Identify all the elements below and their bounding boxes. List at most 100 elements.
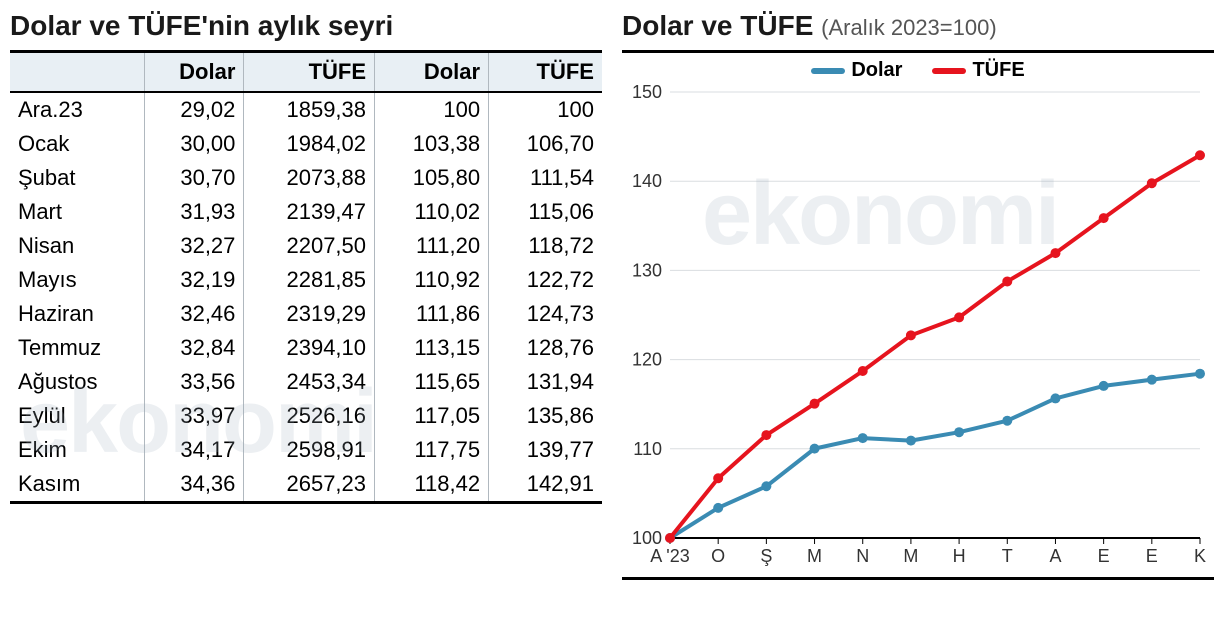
col-header: TÜFE	[244, 52, 375, 93]
table-row: Ara.2329,021859,38100100	[10, 92, 602, 127]
cell-value: 2207,50	[244, 229, 375, 263]
data-point	[858, 433, 868, 443]
legend-label: TÜFE	[972, 59, 1024, 82]
row-label: Mayıs	[10, 263, 145, 297]
data-point	[1002, 416, 1012, 426]
col-header: Dolar	[375, 52, 489, 93]
cell-value: 29,02	[145, 92, 244, 127]
data-point	[954, 427, 964, 437]
table-title: Dolar ve TÜFE'nin aylık seyri	[10, 10, 602, 42]
data-point	[713, 503, 723, 513]
cell-value: 33,97	[145, 399, 244, 433]
data-point	[1050, 393, 1060, 403]
row-label: Eylül	[10, 399, 145, 433]
cell-value: 2139,47	[244, 195, 375, 229]
cell-value: 111,86	[375, 297, 489, 331]
x-tick-label: M	[807, 546, 822, 566]
data-point	[954, 312, 964, 322]
cell-value: 32,19	[145, 263, 244, 297]
cell-value: 32,27	[145, 229, 244, 263]
cell-value: 111,20	[375, 229, 489, 263]
series-line	[670, 374, 1200, 538]
legend-label: Dolar	[851, 59, 902, 82]
x-tick-label: T	[1002, 546, 1013, 566]
chart-svg: 100110120130140150A '23OŞMNMHTAEEK	[622, 82, 1214, 572]
table-row: Şubat30,702073,88105,80111,54	[10, 161, 602, 195]
row-label: Ekim	[10, 433, 145, 467]
legend-swatch	[932, 68, 966, 74]
data-point	[1050, 248, 1060, 258]
chart-legend: Dolar TÜFE	[622, 53, 1214, 82]
data-point	[1195, 369, 1205, 379]
table-row: Ocak30,001984,02103,38106,70	[10, 127, 602, 161]
data-point	[1099, 381, 1109, 391]
cell-value: 32,46	[145, 297, 244, 331]
row-label: Kasım	[10, 467, 145, 503]
x-tick-label: H	[953, 546, 966, 566]
x-tick-label: Ş	[760, 546, 772, 566]
cell-value: 30,00	[145, 127, 244, 161]
y-tick-label: 140	[632, 171, 662, 191]
data-table: DolarTÜFEDolarTÜFE Ara.2329,021859,38100…	[10, 50, 602, 504]
y-tick-label: 150	[632, 82, 662, 102]
table-row: Mart31,932139,47110,02115,06	[10, 195, 602, 229]
data-point	[858, 366, 868, 376]
x-tick-label: M	[903, 546, 918, 566]
legend-swatch	[811, 68, 845, 74]
cell-value: 117,75	[375, 433, 489, 467]
table-row: Nisan32,272207,50111,20118,72	[10, 229, 602, 263]
series-line	[670, 155, 1200, 538]
table-row: Ekim34,172598,91117,75139,77	[10, 433, 602, 467]
cell-value: 2598,91	[244, 433, 375, 467]
cell-value: 34,36	[145, 467, 244, 503]
cell-value: 2657,23	[244, 467, 375, 503]
cell-value: 2073,88	[244, 161, 375, 195]
cell-value: 117,05	[375, 399, 489, 433]
table-row: Eylül33,972526,16117,05135,86	[10, 399, 602, 433]
cell-value: 31,93	[145, 195, 244, 229]
cell-value: 128,76	[489, 331, 602, 365]
data-point	[906, 330, 916, 340]
cell-value: 118,42	[375, 467, 489, 503]
data-point	[1147, 375, 1157, 385]
table-panel: Dolar ve TÜFE'nin aylık seyri DolarTÜFED…	[10, 10, 602, 580]
row-label: Haziran	[10, 297, 145, 331]
cell-value: 135,86	[489, 399, 602, 433]
cell-value: 34,17	[145, 433, 244, 467]
chart-title-main: Dolar ve TÜFE	[622, 10, 813, 41]
cell-value: 100	[489, 92, 602, 127]
cell-value: 118,72	[489, 229, 602, 263]
cell-value: 103,38	[375, 127, 489, 161]
x-tick-label: E	[1098, 546, 1110, 566]
cell-value: 2319,29	[244, 297, 375, 331]
cell-value: 110,02	[375, 195, 489, 229]
cell-value: 105,80	[375, 161, 489, 195]
data-point	[810, 444, 820, 454]
x-tick-label: A	[1049, 546, 1061, 566]
col-header: Dolar	[145, 52, 244, 93]
cell-value: 2281,85	[244, 263, 375, 297]
data-point	[1002, 276, 1012, 286]
table-row: Mayıs32,192281,85110,92122,72	[10, 263, 602, 297]
col-header	[10, 52, 145, 93]
data-point	[713, 473, 723, 483]
cell-value: 115,65	[375, 365, 489, 399]
data-point	[761, 430, 771, 440]
table-row: Kasım34,362657,23118,42142,91	[10, 467, 602, 503]
row-label: Ocak	[10, 127, 145, 161]
chart-title-sub: (Aralık 2023=100)	[821, 15, 997, 40]
row-label: Mart	[10, 195, 145, 229]
cell-value: 1859,38	[244, 92, 375, 127]
cell-value: 124,73	[489, 297, 602, 331]
data-point	[1099, 213, 1109, 223]
cell-value: 1984,02	[244, 127, 375, 161]
chart-title: Dolar ve TÜFE (Aralık 2023=100)	[622, 10, 1214, 42]
cell-value: 33,56	[145, 365, 244, 399]
cell-value: 100	[375, 92, 489, 127]
cell-value: 131,94	[489, 365, 602, 399]
cell-value: 110,92	[375, 263, 489, 297]
cell-value: 106,70	[489, 127, 602, 161]
cell-value: 2394,10	[244, 331, 375, 365]
data-point	[810, 399, 820, 409]
row-label: Şubat	[10, 161, 145, 195]
